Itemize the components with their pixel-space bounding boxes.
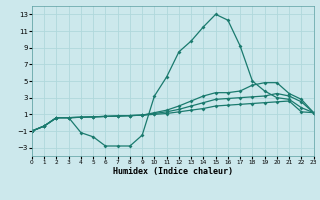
X-axis label: Humidex (Indice chaleur): Humidex (Indice chaleur) — [113, 167, 233, 176]
